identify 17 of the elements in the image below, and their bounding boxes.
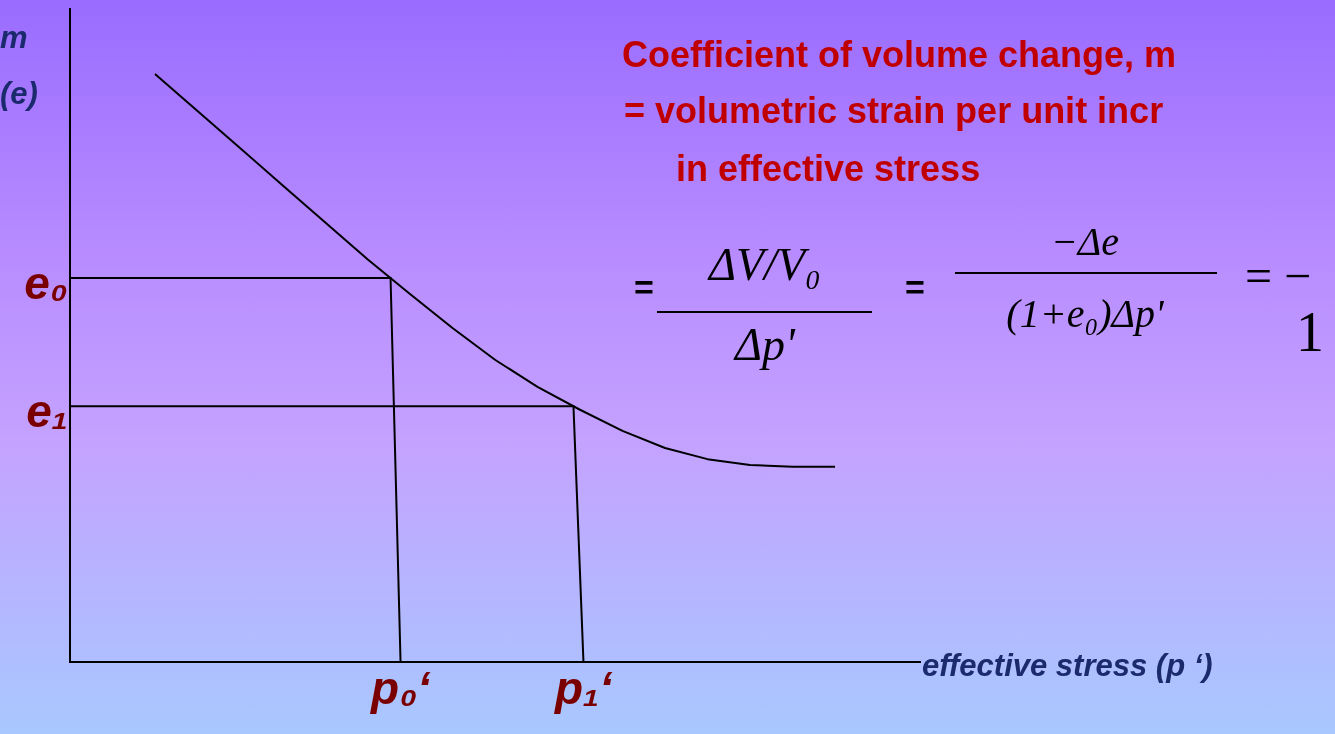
annotation: in effective stress [676, 148, 981, 190]
text: (1+e₀)Δp' [1005, 290, 1165, 337]
annotation: = volumetric strain per unit incr [624, 90, 1164, 132]
annotation: ΔV/V₀ [709, 239, 821, 290]
annotation: p₀‘ [369, 661, 432, 714]
annotation: p₁‘ [552, 661, 614, 714]
text: 1 [1296, 300, 1324, 364]
text: −Δe [1049, 218, 1121, 265]
chart-title: Coefficient of volume change, m [622, 34, 1177, 76]
annotation: = [634, 268, 654, 307]
annotation: Δp' [732, 318, 797, 371]
x-axis-title: effective stress (p ‘) [922, 648, 1213, 684]
ref-line-label: e₀ [24, 256, 68, 309]
y-axis-title: m (e) [0, 19, 39, 113]
text: = − [1245, 248, 1312, 303]
annotation: = [905, 268, 925, 307]
ref-line-label: e₁ [26, 384, 68, 437]
